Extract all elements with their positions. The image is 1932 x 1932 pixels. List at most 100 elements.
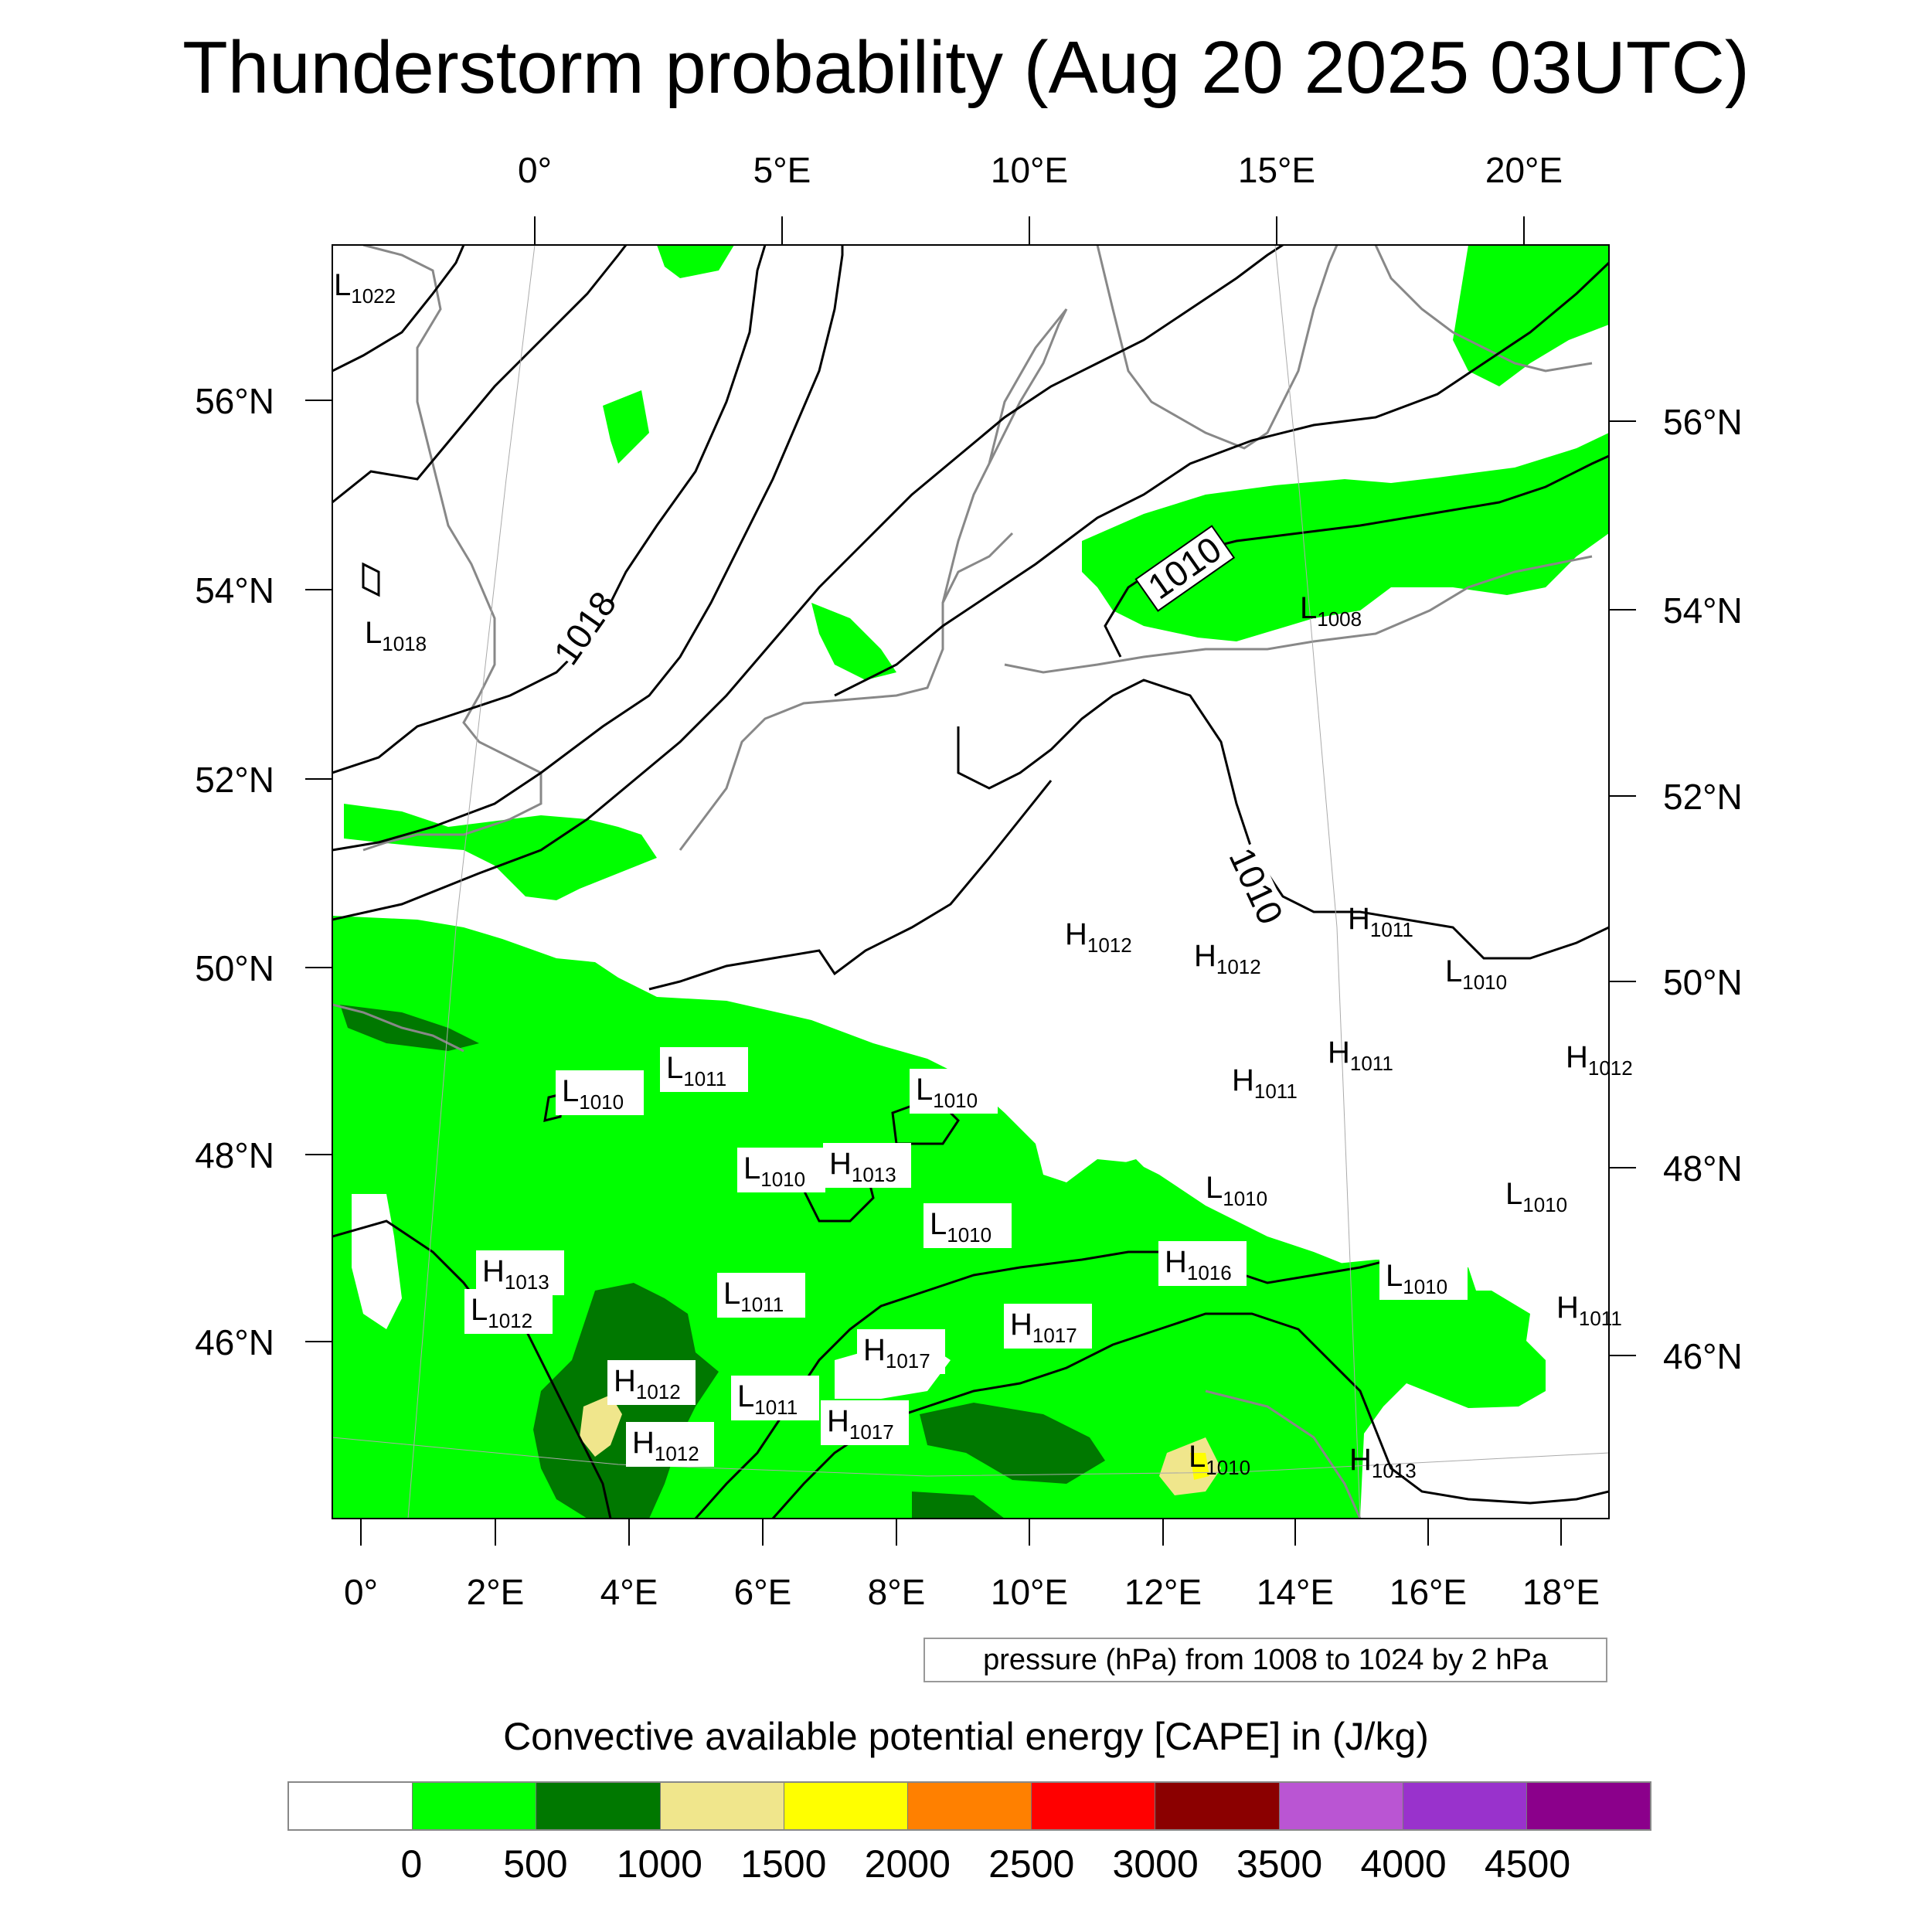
pressure-center-label: H1012 [1065, 917, 1132, 957]
left-lat-label: 48°N [195, 1135, 274, 1175]
pressure-center-high: H1012 [1194, 939, 1261, 978]
pressure-center-low: L1010 [1206, 1171, 1267, 1210]
left-lat-label: 54°N [195, 570, 274, 611]
colorbar-tick-label: 3500 [1236, 1842, 1323, 1886]
pressure-center-high: H1011 [1348, 902, 1413, 941]
pressure-center-low: L1008 [1300, 591, 1362, 631]
pressure-center-high: H1012 [626, 1422, 714, 1467]
pressure-center-low: L1012 [464, 1289, 553, 1334]
axis-ticks [305, 216, 1636, 1546]
isobars [332, 245, 1609, 1519]
pressure-center-low: L1010 [1445, 954, 1507, 994]
pressure-center-label: H1012 [1194, 939, 1261, 978]
pressure-center-label: H1011 [1556, 1291, 1622, 1330]
top-lon-label: 5°E [753, 150, 811, 190]
pressure-center-label: L1022 [334, 268, 396, 308]
colorbar-tick-label: 4000 [1360, 1842, 1447, 1886]
colorbar-tick-label: 4500 [1484, 1842, 1571, 1886]
colorbar-swatch [1526, 1783, 1651, 1829]
right-lat-label: 54°N [1663, 590, 1743, 631]
pressure-center-high: H1017 [857, 1329, 945, 1374]
coastlines [332, 245, 1593, 1519]
pressure-center-label: L1008 [1300, 591, 1362, 631]
pressure-center-low: L1018 [365, 616, 427, 655]
pressure-center-low: L1010 [556, 1070, 644, 1115]
pressure-center-high: H1017 [821, 1400, 909, 1445]
pressure-center-high: H1012 [1065, 917, 1132, 957]
pressure-center-label: L1010 [1505, 1177, 1567, 1216]
isobar-1018-closed [362, 562, 380, 597]
pressure-center-low: L1010 [1505, 1177, 1567, 1216]
cape-region-dark-alps [920, 1403, 1105, 1484]
pressure-center-high: H1011 [1556, 1291, 1622, 1330]
bottom-lon-label: 2°E [467, 1572, 525, 1612]
coastline-baltics [1374, 245, 1593, 372]
colorbar-swatch [783, 1783, 907, 1829]
top-lon-label: 10°E [991, 150, 1068, 190]
isobar-1022 [332, 245, 465, 372]
pressure-center-low: L1022 [334, 268, 396, 308]
colorbar-tick-label: 500 [503, 1842, 568, 1886]
left-lat-label: 56°N [195, 381, 274, 421]
pressure-center-low: L1011 [717, 1273, 805, 1318]
colorbar-swatch [289, 1783, 413, 1829]
bottom-lon-label: 0° [344, 1572, 378, 1612]
coastline-jutland [941, 308, 1068, 604]
cape-region-uk [344, 804, 657, 900]
left-latitude-labels: 56°N 54°N 52°N 50°N 48°N 46°N [195, 381, 274, 1362]
pressure-center-label: H1011 [1232, 1063, 1298, 1103]
bottom-lon-label: 8°E [868, 1572, 926, 1612]
pressure-center-label: L1010 [1445, 954, 1507, 994]
cape-region-north-sea-2 [811, 603, 896, 680]
cape-region-baltic [1082, 433, 1609, 641]
pressure-center-label: L1018 [365, 616, 427, 655]
graticule [332, 245, 1609, 1519]
cape-region-khaki-1 [580, 1395, 622, 1457]
colorbar-tick-label: 2500 [988, 1842, 1075, 1886]
colorbar-tick-label: 3000 [1112, 1842, 1199, 1886]
pressure-center-label: L1010 [1206, 1171, 1267, 1210]
right-lat-label: 46°N [1663, 1336, 1743, 1376]
cape-region-khaki-2 [1159, 1437, 1221, 1495]
pressure-center-low: L1010 [910, 1069, 998, 1114]
coastline-france-west [332, 1003, 464, 1053]
cape-region-yellow [1190, 1453, 1209, 1480]
isobar-1014 [332, 245, 1284, 921]
colorbar [287, 1781, 1651, 1831]
colorbar-swatch [906, 1783, 1032, 1829]
colorbar-swatch [536, 1783, 660, 1829]
pressure-center-high: H1011 [1328, 1036, 1393, 1075]
map-frame [332, 244, 1610, 1519]
pressure-center-low: L1010 [1379, 1255, 1468, 1300]
colorbar-tick-label: 1500 [740, 1842, 827, 1886]
pressure-center-high: H1012 [607, 1360, 696, 1405]
pressure-center-label: H1011 [1328, 1036, 1393, 1075]
top-longitude-labels: 0° 5°E 10°E 15°E 20°E [518, 150, 1563, 190]
isobar-1016 [332, 245, 844, 852]
colorbar-swatch [659, 1783, 784, 1829]
coastline-netherlands [679, 532, 1014, 851]
pressure-center-low: L1011 [660, 1047, 748, 1092]
pressure-center-label: H1011 [1348, 902, 1413, 941]
cape-region-southeast [1298, 1260, 1530, 1391]
pressure-center-high: H1013 [476, 1250, 564, 1295]
right-lat-label: 48°N [1663, 1148, 1743, 1189]
bottom-lon-label: 4°E [600, 1572, 658, 1612]
page-title: Thunderstorm probability (Aug 20 2025 03… [182, 26, 1750, 109]
meridian-0 [407, 245, 536, 1519]
left-lat-label: 52°N [195, 760, 274, 800]
bottom-lon-label: 14°E [1257, 1572, 1334, 1612]
contour-label-1010-east: 1010 [1221, 842, 1291, 930]
right-lat-label: 52°N [1663, 777, 1743, 817]
isobar-1012-alps [332, 1219, 612, 1519]
isobar-1010 [1104, 454, 1609, 658]
bottom-lon-label: 6°E [734, 1572, 792, 1612]
coastline-baltic-south [1004, 555, 1593, 674]
right-lat-label: 56°N [1663, 402, 1743, 442]
isobar-1010-east [957, 679, 1609, 960]
isobar-1012 [834, 261, 1609, 697]
cape-region-alps-east [1082, 1159, 1175, 1221]
left-lat-label: 46°N [195, 1322, 274, 1362]
cape-region-top [657, 245, 734, 278]
